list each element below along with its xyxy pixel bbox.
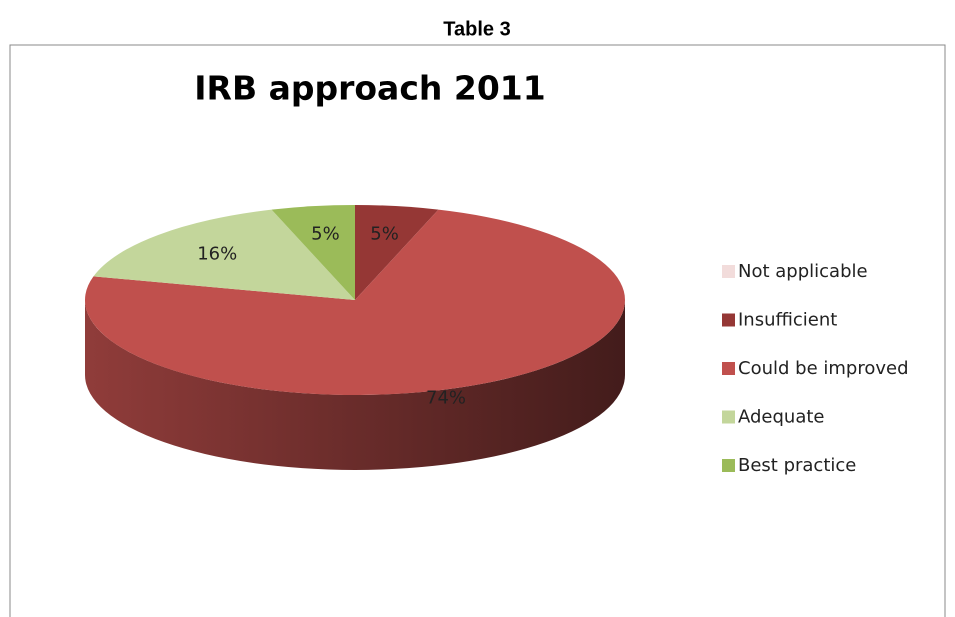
legend-swatch — [722, 362, 735, 375]
pie-side — [85, 300, 625, 470]
legend-swatch — [722, 410, 735, 424]
data-label: 16% — [197, 243, 237, 264]
pie-sides — [85, 300, 625, 470]
legend-swatch — [722, 265, 735, 278]
pie-slice — [355, 205, 439, 300]
page-title: Table 3 — [443, 18, 510, 40]
data-label: 5% — [311, 223, 340, 244]
legend-swatch — [722, 459, 735, 472]
legend-label: Not applicable — [738, 261, 868, 282]
data-label: 74% — [426, 387, 466, 408]
data-label: 5% — [370, 223, 399, 244]
legend-label: Best practice — [738, 455, 856, 476]
pie-slice — [93, 209, 355, 300]
pie-slice — [271, 205, 355, 300]
legend-label: Adequate — [738, 407, 825, 428]
legend-swatch — [722, 313, 735, 327]
chart-frame — [9, 44, 946, 617]
legend-label: Insufficient — [738, 310, 837, 331]
chart-title: IRB approach 2011 — [194, 69, 545, 108]
pie-slice — [84, 209, 626, 395]
legend-label: Could be improved — [738, 358, 909, 379]
